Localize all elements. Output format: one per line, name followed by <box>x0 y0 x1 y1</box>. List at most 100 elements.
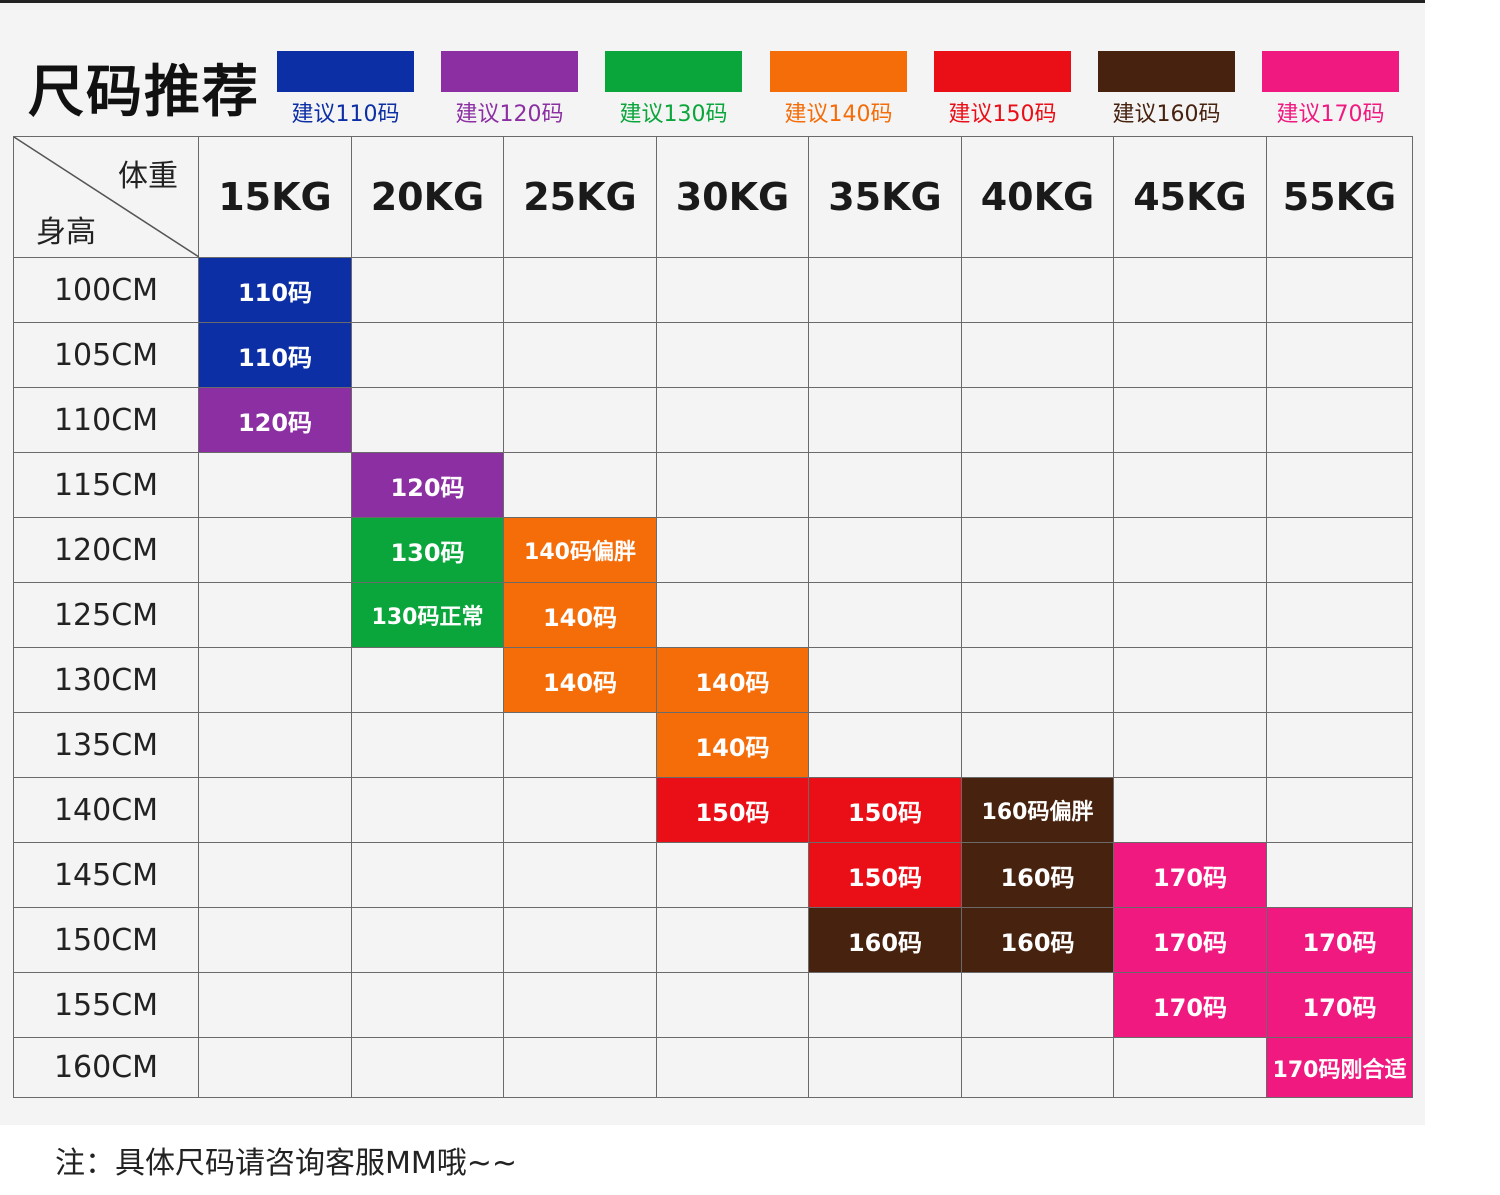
empty-cell <box>1266 452 1413 518</box>
corner-cell: 体重 身高 <box>13 136 199 258</box>
empty-cell <box>656 387 809 453</box>
empty-cell <box>198 582 352 648</box>
legend-label: 建议110码 <box>291 102 400 127</box>
empty-cell <box>198 712 352 778</box>
empty-cell <box>351 712 504 778</box>
empty-cell <box>808 387 962 453</box>
legend-label: 建议150码 <box>948 102 1057 127</box>
empty-cell <box>656 452 809 518</box>
empty-cell <box>808 257 962 323</box>
size-cell: 170码 <box>1113 972 1267 1038</box>
empty-cell <box>1113 647 1267 713</box>
empty-cell <box>198 907 352 973</box>
height-label: 120CM <box>13 517 199 583</box>
empty-cell <box>198 1037 352 1098</box>
empty-cell <box>961 452 1114 518</box>
size-cell: 150码 <box>656 777 809 843</box>
weight-header: 55KG <box>1266 136 1413 258</box>
table-row: 150CM 160码 160码 170码 170码 <box>13 907 1413 973</box>
empty-cell <box>961 257 1114 323</box>
legend-label: 建议170码 <box>1276 102 1385 127</box>
footer-note: 注：具体尺码请咨询客服MM哦~~ <box>55 1146 518 1181</box>
size-cell: 170码 <box>1113 907 1267 973</box>
weight-axis-label: 体重 <box>118 159 178 194</box>
empty-cell <box>503 972 657 1038</box>
empty-cell <box>351 322 504 388</box>
empty-cell <box>808 712 962 778</box>
empty-cell <box>1113 387 1267 453</box>
size-cell: 150码 <box>808 842 962 908</box>
weight-header: 30KG <box>656 136 809 258</box>
empty-cell <box>808 1037 962 1098</box>
empty-cell <box>1266 387 1413 453</box>
empty-cell <box>656 582 809 648</box>
empty-cell <box>1266 777 1413 843</box>
table-row: 125CM 130码正常 140码 <box>13 582 1413 648</box>
table-row: 100CM 110码 <box>13 257 1413 323</box>
empty-cell <box>1113 1037 1267 1098</box>
height-label: 135CM <box>13 712 199 778</box>
empty-cell <box>198 842 352 908</box>
size-cell: 170码刚合适 <box>1266 1037 1413 1098</box>
size-chart-panel: 尺码推荐 建议110码 建议120码 建议130码 建议140码 建议150码 建议160… <box>0 0 1425 1125</box>
empty-cell <box>351 387 504 453</box>
legend-swatch <box>605 51 742 92</box>
empty-cell <box>961 647 1114 713</box>
empty-cell <box>503 777 657 843</box>
empty-cell <box>1113 517 1267 583</box>
size-cell: 110码 <box>198 322 352 388</box>
size-cell: 130码 <box>351 517 504 583</box>
size-table: 体重 身高 15KG 20KG 25KG 30KG 35KG 40KG 45KG 55KG 1… <box>13 136 1413 1098</box>
empty-cell <box>656 972 809 1038</box>
empty-cell <box>1266 322 1413 388</box>
empty-cell <box>808 582 962 648</box>
size-cell: 120码 <box>198 387 352 453</box>
height-label: 150CM <box>13 907 199 973</box>
legend-item: 建议160码 <box>1098 51 1235 128</box>
legend-item: 建议130码 <box>605 51 742 128</box>
size-cell: 160码 <box>961 907 1114 973</box>
table-row: 105CM 110码 <box>13 322 1413 388</box>
empty-cell <box>198 777 352 843</box>
empty-cell <box>503 452 657 518</box>
empty-cell <box>808 452 962 518</box>
table-row: 130CM 140码 140码 <box>13 647 1413 713</box>
table-row: 115CM 120码 <box>13 452 1413 518</box>
empty-cell <box>961 322 1114 388</box>
size-cell: 130码正常 <box>351 582 504 648</box>
size-cell: 170码 <box>1266 972 1413 1038</box>
legend-swatch <box>1262 51 1399 92</box>
size-cell: 110码 <box>198 257 352 323</box>
size-cell: 140码偏胖 <box>503 517 657 583</box>
legend-label: 建议130码 <box>619 102 728 127</box>
weight-header: 20KG <box>351 136 504 258</box>
legend-swatch <box>441 51 578 92</box>
empty-cell <box>656 1037 809 1098</box>
empty-cell <box>503 322 657 388</box>
empty-cell <box>961 517 1114 583</box>
empty-cell <box>808 647 962 713</box>
empty-cell <box>351 647 504 713</box>
legend-label: 建议140码 <box>784 102 893 127</box>
legend-item: 建议140码 <box>770 51 907 128</box>
legend-swatch <box>770 51 907 92</box>
empty-cell <box>351 907 504 973</box>
height-label: 155CM <box>13 972 199 1038</box>
size-cell: 160码 <box>961 842 1114 908</box>
height-label: 130CM <box>13 647 199 713</box>
empty-cell <box>808 972 962 1038</box>
legend-swatch <box>934 51 1071 92</box>
table-row: 120CM 130码 140码偏胖 <box>13 517 1413 583</box>
empty-cell <box>503 842 657 908</box>
size-cell: 120码 <box>351 452 504 518</box>
size-cell: 170码 <box>1113 842 1267 908</box>
legend-item: 建议110码 <box>277 51 414 128</box>
empty-cell <box>656 842 809 908</box>
size-cell: 140码 <box>656 712 809 778</box>
empty-cell <box>1266 842 1413 908</box>
height-label: 115CM <box>13 452 199 518</box>
empty-cell <box>961 582 1114 648</box>
empty-cell <box>1266 517 1413 583</box>
size-cell: 160码 <box>808 907 962 973</box>
legend-item: 建议120码 <box>441 51 578 128</box>
